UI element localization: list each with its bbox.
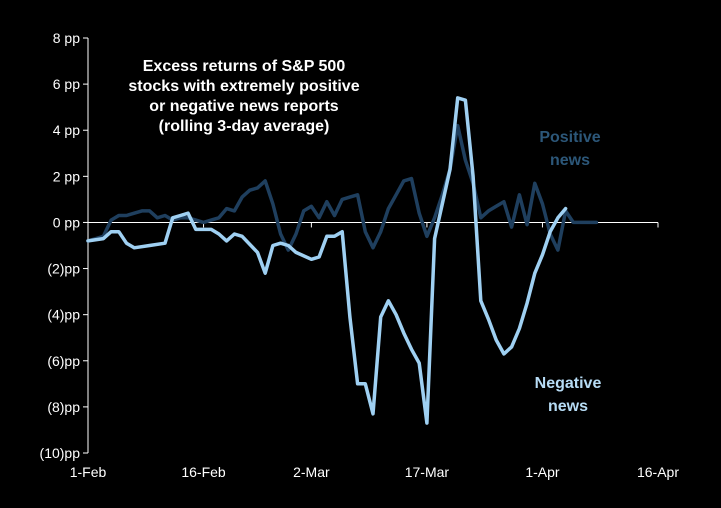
x-tick-label: 2-Mar (293, 464, 330, 480)
chart-title-line: Excess returns of S&P 500 (143, 58, 346, 75)
series-label-positive-news: news (550, 152, 590, 169)
x-tick-label: 1-Feb (70, 464, 107, 480)
x-ticks: 1-Feb 16-Feb 2-Mar 17-Mar 1-Apr 16-Apr (70, 222, 679, 480)
y-tick-label: (8)pp (47, 399, 80, 415)
y-ticks: 8 pp 6 pp 4 pp 2 pp 0 pp (2)pp (4)pp (6)pp (8)pp… (40, 30, 88, 461)
y-tick-label: (6)pp (47, 353, 80, 369)
x-tick-label: 17-Mar (405, 464, 450, 480)
x-tick-label: 16-Apr (637, 464, 679, 480)
y-tick-label: 6 pp (53, 76, 80, 92)
series-line-positive-news (86, 123, 599, 252)
y-tick-label: 8 pp (53, 30, 80, 46)
series-line-negative-news (86, 96, 568, 425)
series-lines (86, 96, 599, 425)
chart-title-line: (rolling 3-day average) (159, 118, 330, 135)
chart-title: Excess returns of S&P 500 stocks with ext… (128, 58, 359, 135)
y-tick-label: (10)pp (40, 445, 81, 461)
series-label-negative-news: Negative (535, 375, 602, 392)
series-labels: Positive news Negative news (535, 129, 602, 415)
series-label-negative-news: news (548, 398, 588, 415)
x-tick-label: 1-Apr (525, 464, 560, 480)
y-tick-label: 2 pp (53, 168, 80, 184)
y-tick-label: 0 pp (53, 214, 80, 230)
chart-title-line: stocks with extremely positive (128, 78, 359, 95)
y-tick-label: (2)pp (47, 261, 80, 277)
y-tick-label: (4)pp (47, 307, 80, 323)
chart-title-line: or negative news reports (149, 98, 338, 115)
series-label-positive-news: Positive (539, 129, 600, 146)
x-tick-label: 16-Feb (181, 464, 226, 480)
y-tick-label: 4 pp (53, 122, 80, 138)
